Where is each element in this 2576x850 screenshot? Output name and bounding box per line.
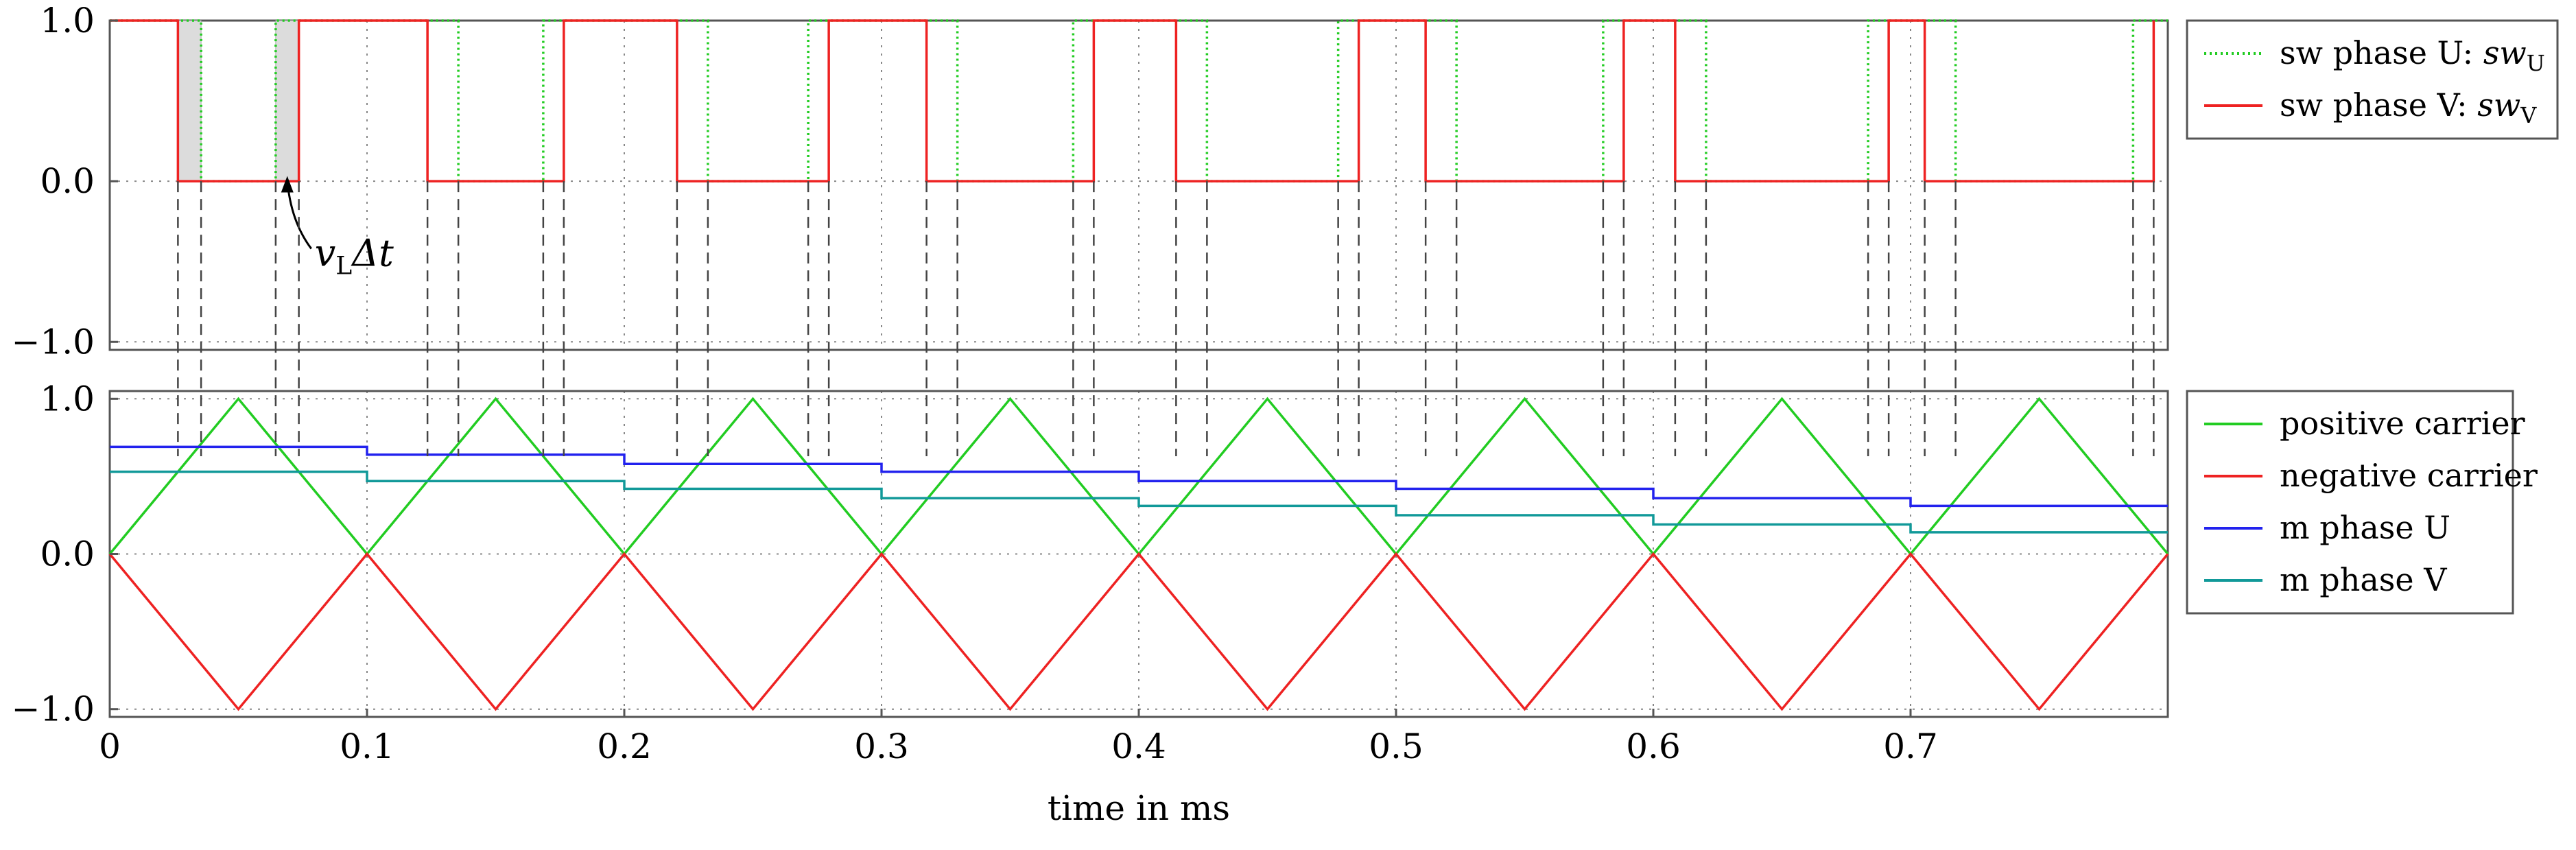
top-y-tick-labels: 1.0 0.0 −1.0	[12, 1, 118, 362]
series-m-phase-v	[110, 470, 2168, 534]
top-grid	[110, 20, 2168, 350]
x-tick-label: 0.2	[597, 727, 652, 766]
switching-signals-plot: 1.0 0.0 −1.0 vLΔt	[12, 1, 2169, 362]
y-tick-label: 1.0	[40, 1, 95, 40]
y-tick-label: 0.0	[40, 161, 95, 201]
x-tick-label: 0	[99, 727, 121, 766]
annotation-label: vLΔt	[315, 231, 394, 280]
y-tick-label: 1.0	[40, 379, 95, 418]
series-m-phase-u	[110, 445, 2168, 508]
bottom-y-tick-labels: 1.0 0.0 −1.0	[12, 379, 118, 729]
legend-label: m phase V	[2280, 561, 2447, 598]
legend-label: negative carrier	[2280, 457, 2538, 494]
x-tick-label: 0.7	[1883, 727, 1938, 766]
bottom-legend: positive carrier negative carrier m phase …	[2186, 390, 2538, 615]
y-tick-label: −1.0	[12, 689, 95, 729]
vl-dt-annotation: vLΔt	[281, 176, 394, 280]
x-tick-label: 0.6	[1626, 727, 1681, 766]
bottom-x-tick-labels: 0 0.1 0.2 0.3 0.4 0.5 0.6 0.7	[99, 709, 1938, 766]
annotation-arrowhead	[281, 176, 294, 193]
legend-label: positive carrier	[2280, 405, 2525, 442]
shaded-interval	[275, 20, 300, 182]
legend-label: sw phase U: swU	[2280, 34, 2545, 76]
legend-label: m phase U	[2280, 509, 2450, 546]
x-tick-label: 0.5	[1369, 727, 1423, 766]
x-tick-label: 0.3	[854, 727, 909, 766]
y-tick-label: 0.0	[40, 534, 95, 574]
series-negative-carrier	[108, 552, 2169, 711]
series-sw-phase-v	[110, 19, 2155, 182]
x-tick-label: 0.1	[340, 727, 394, 766]
x-tick-label: 0.4	[1111, 727, 1166, 766]
top-shaded-intervals	[177, 20, 300, 182]
top-legend: sw phase U: swU sw phase V: swV	[2186, 19, 2559, 140]
bottom-series	[108, 397, 2169, 711]
legend-box	[2186, 390, 2514, 615]
x-axis-label: time in ms	[1048, 788, 1230, 828]
legend-label: sw phase V: swV	[2280, 86, 2537, 128]
y-tick-label: −1.0	[12, 322, 95, 362]
carrier-modulation-plot: 1.0 0.0 −1.0 0 0.1 0.2 0.3 0.4 0.5 0.6 0.7 time i…	[12, 379, 2169, 828]
legend-box	[2186, 19, 2559, 140]
top-series	[110, 19, 2168, 182]
switching-instant-connectors	[177, 181, 2155, 456]
shaded-interval	[177, 20, 202, 182]
series-sw-phase-u	[110, 19, 2168, 182]
